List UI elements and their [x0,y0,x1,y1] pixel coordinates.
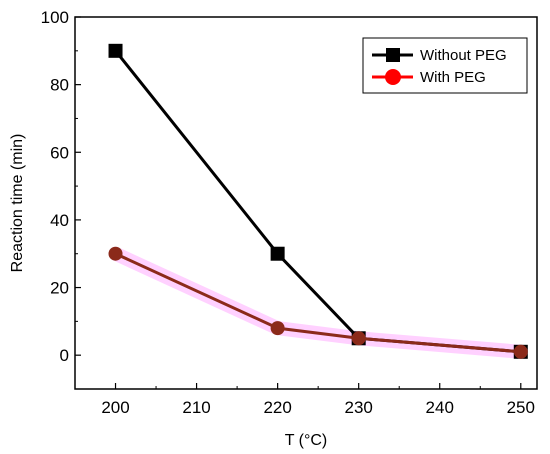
y-tick-label: 40 [50,211,69,230]
legend-marker-circle [385,69,401,85]
legend: Without PEG With PEG [362,37,528,94]
data-point-with-peg [513,344,528,359]
with-peg-highlight [108,246,528,359]
x-tick-label: 230 [344,398,372,417]
y-tick-label: 0 [60,346,69,365]
data-point-with-peg [108,246,123,261]
x-tick-label: 200 [101,398,129,417]
series-layer [108,43,528,359]
data-point-without-peg [270,246,285,261]
y-tick-label: 100 [41,8,69,27]
x-tick-label: 240 [426,398,454,417]
legend-entry-without-peg: Without PEG [372,47,507,64]
data-point-without-peg [108,43,123,58]
y-tick-label: 80 [50,76,69,95]
y-axis-title: Reaction time (min) [9,134,26,273]
series-line-without-peg [114,49,521,354]
x-tick-label: 210 [182,398,210,417]
data-point-with-peg [270,321,285,336]
legend-label-with-peg: With PEG [420,69,486,86]
legend-label-without-peg: Without PEG [420,47,507,64]
legend-marker-square [386,48,400,62]
plot-frame [74,16,538,390]
axis-ticks: 200 210 220 230 240 250 0 20 40 60 80 100 [41,8,535,417]
x-tick-label: 250 [507,398,535,417]
series-line-with-peg [114,252,521,354]
x-tick-label: 220 [263,398,291,417]
y-tick-label: 60 [50,143,69,162]
x-axis-title: T (°C) [285,432,328,449]
legend-entry-with-peg: With PEG [372,69,486,86]
y-tick-label: 20 [50,279,69,298]
data-point-with-peg [351,331,366,346]
